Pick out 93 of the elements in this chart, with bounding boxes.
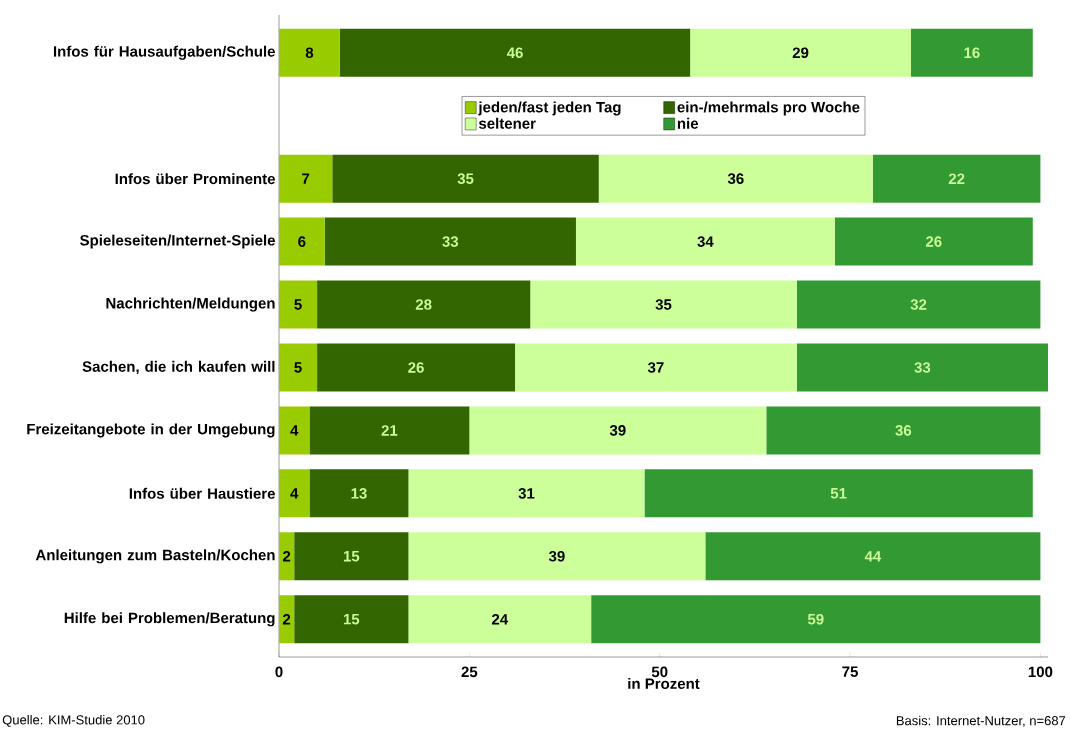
- x-tick-label: 75: [842, 666, 858, 677]
- bar: [309, 469, 409, 518]
- data-label: 35: [457, 173, 474, 184]
- data-label: 4: [290, 488, 299, 499]
- data-label: 33: [914, 362, 931, 373]
- x-tick-label: 50: [651, 666, 668, 678]
- y-tick-label: Hilfe bei Problemen/Beratung: [64, 612, 275, 627]
- data-label: 31: [518, 488, 535, 499]
- data-label: 21: [381, 425, 398, 436]
- x-tick-label: 100: [1028, 666, 1053, 678]
- bar: [408, 532, 706, 581]
- bar: [796, 280, 1041, 329]
- bar: [872, 154, 1041, 203]
- bar: [324, 217, 576, 266]
- data-label: 29: [792, 47, 809, 59]
- bar: [598, 154, 873, 203]
- bar: [279, 28, 340, 77]
- data-label: 44: [864, 551, 882, 562]
- data-label: 4: [290, 425, 299, 436]
- source-note: Quelle: KIM-Studie 2010: [2, 714, 145, 727]
- y-tick-label: Infos über Prominente: [115, 173, 275, 185]
- bar: [339, 28, 691, 77]
- legend-label: seltener: [478, 117, 536, 129]
- bar: [530, 280, 797, 329]
- bar: [294, 595, 409, 644]
- data-label: 24: [491, 614, 509, 625]
- bar: [515, 343, 797, 392]
- bar: [279, 154, 333, 203]
- legend-label: nie: [677, 117, 699, 129]
- data-label: 26: [925, 236, 942, 247]
- data-label: 46: [506, 47, 523, 59]
- data-label: 37: [647, 362, 664, 373]
- y-tick-label: Spieleseiten/Internet-Spiele: [80, 234, 275, 249]
- data-label: 26: [408, 362, 424, 373]
- data-label: 36: [727, 173, 744, 184]
- data-label: 34: [697, 236, 714, 247]
- y-tick-label: Anleitungen zum Basteln/Kochen: [35, 549, 275, 564]
- bar: [317, 343, 516, 392]
- legend-label: ein-/mehrmals pro Woche: [677, 101, 860, 116]
- bar: [575, 217, 835, 266]
- data-label: 32: [910, 299, 927, 310]
- bar: [279, 406, 310, 455]
- bar: [469, 406, 767, 455]
- bar: [408, 469, 645, 518]
- bar: [309, 406, 470, 455]
- data-label: 35: [655, 299, 672, 310]
- y-tick-label: Infos über Haustiere: [129, 487, 275, 499]
- bar: [294, 532, 409, 581]
- x-tick-label: 25: [461, 666, 478, 678]
- bar: [910, 28, 1033, 77]
- data-label: 22: [948, 173, 965, 184]
- data-label: 36: [895, 425, 912, 436]
- y-tick-label: Freizeitangebote in der Umgebung: [27, 423, 275, 438]
- legend-label: jeden/fast jeden Tag: [478, 101, 621, 116]
- data-label: 16: [964, 47, 980, 59]
- bar: [408, 595, 592, 644]
- data-label: 28: [415, 299, 432, 310]
- data-label: 8: [305, 47, 314, 59]
- data-label: 39: [609, 425, 626, 436]
- data-label: 5: [294, 299, 302, 310]
- data-label: 13: [351, 488, 367, 499]
- data-label: 15: [343, 614, 360, 625]
- data-label: 2: [282, 614, 291, 625]
- x-axis-title: in Prozent: [628, 677, 700, 689]
- bar: [705, 532, 1041, 581]
- bar: [591, 595, 1041, 644]
- data-label: 5: [294, 362, 302, 373]
- bar: [279, 532, 295, 581]
- bar: [766, 406, 1041, 455]
- bar: [690, 28, 911, 77]
- data-label: 59: [807, 613, 824, 625]
- y-tick-label: Infos für Hausaufgaben/Schule: [53, 45, 275, 60]
- bar: [834, 217, 1033, 266]
- data-label: 6: [298, 236, 306, 247]
- y-tick-label: Nachrichten/Meldungen: [106, 297, 275, 312]
- data-label: 51: [830, 488, 847, 499]
- bar: [279, 595, 295, 644]
- bar: [279, 217, 325, 266]
- data-label: 2: [282, 551, 291, 562]
- text: Basis: Internet-Nutzer, n=687: [896, 715, 1066, 727]
- bar: [279, 280, 318, 329]
- bar: [644, 469, 1033, 518]
- data-label: 39: [548, 550, 565, 562]
- bar: [796, 343, 1049, 392]
- data-label: 33: [442, 236, 459, 247]
- data-label: 7: [302, 173, 310, 184]
- y-tick-label: Sachen, die ich kaufen will: [82, 360, 275, 375]
- bar: [332, 154, 599, 203]
- bar: [317, 280, 531, 329]
- x-tick-label: 0: [275, 666, 283, 678]
- data-label: 15: [343, 551, 360, 562]
- bar: [279, 469, 310, 518]
- bar: [279, 343, 318, 392]
